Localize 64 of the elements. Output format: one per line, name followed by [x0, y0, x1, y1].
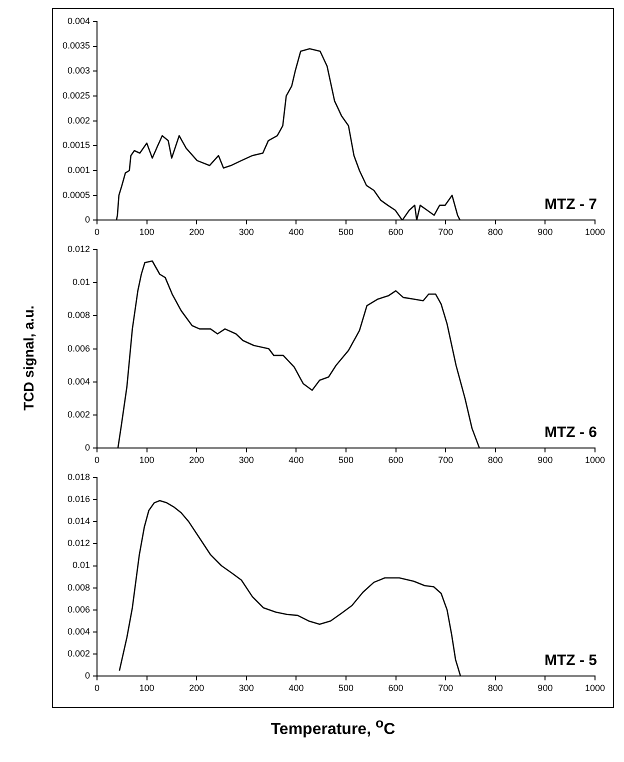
x-tick-label: 900 [538, 683, 553, 694]
x-tick-label: 200 [189, 455, 204, 466]
x-tick-label: 300 [238, 683, 254, 694]
y-tick-label: 0.002 [67, 648, 90, 659]
x-tick-label: 100 [139, 227, 154, 238]
x-tick-label: 1000 [584, 455, 606, 466]
y-tick-label: 0.01 [72, 560, 90, 570]
y-tick-label: 0.012 [67, 538, 90, 548]
y-tick-label: 0.01 [72, 277, 90, 288]
y-tick-label: 0.004 [67, 626, 90, 637]
y-tick-label: 0.004 [67, 376, 90, 386]
x-tick-label: 400 [288, 227, 304, 238]
y-tick-label: 0.006 [67, 343, 90, 354]
x-tick-label: 0 [94, 455, 100, 466]
x-tick-label: 200 [189, 227, 204, 238]
x-tick-label: 700 [438, 455, 454, 466]
y-tick-label: 0.016 [67, 494, 90, 504]
y-tick-label: 0.0005 [62, 190, 90, 200]
y-tick-label: 0 [84, 442, 90, 453]
x-tick-label: 0 [94, 227, 100, 238]
x-tick-label: 900 [538, 227, 553, 238]
x-tick-label: 300 [238, 455, 254, 466]
y-tick-label: 0.002 [67, 410, 90, 420]
x-tick-label: 700 [438, 227, 454, 238]
y-tick-label: 0 [84, 670, 90, 681]
x-tick-label: 900 [538, 455, 553, 466]
x-tick-label: 100 [139, 683, 154, 694]
x-tick-label: 0 [94, 683, 100, 694]
x-tick-label: 600 [388, 455, 404, 466]
x-tick-label: 800 [488, 683, 503, 694]
x-tick-label: 600 [388, 227, 404, 238]
y-tick-label: 0.0035 [62, 40, 90, 51]
x-tick-label: 500 [338, 683, 354, 694]
y-tick-label: 0.001 [67, 164, 90, 175]
x-tick-label: 700 [438, 683, 454, 694]
y-tick-label: 0.012 [67, 244, 90, 254]
y-tick-label: 0.003 [67, 66, 90, 76]
x-tick-label: 400 [288, 683, 304, 694]
y-tick-label: 0.002 [67, 115, 90, 126]
y-tick-label: 0.018 [67, 472, 90, 482]
y-tick-label: 0.008 [67, 310, 90, 320]
x-tick-label: 800 [488, 455, 503, 466]
text: MTZ - 5 [544, 652, 597, 669]
text: MTZ - 6 [544, 424, 597, 441]
y-tick-label: 0 [84, 214, 90, 225]
y-tick-label: 0.004 [67, 16, 90, 26]
y-tick-label: 0.0025 [62, 90, 90, 100]
x-tick-label: 100 [139, 455, 154, 466]
y-axis-title: TCD signal, a.u. [20, 305, 36, 411]
y-tick-label: 0.008 [67, 582, 90, 592]
x-tick-label: 400 [288, 455, 304, 466]
y-tick-label: 0.006 [67, 604, 90, 614]
text: MTZ - 7 [544, 196, 597, 213]
x-tick-label: 600 [388, 683, 404, 694]
x-tick-label: 200 [189, 683, 204, 694]
x-tick-label: 500 [338, 227, 354, 238]
x-tick-label: 500 [338, 455, 354, 466]
x-tick-label: 800 [488, 227, 503, 238]
x-tick-label: 1000 [584, 227, 606, 238]
y-tick-label: 0.0015 [62, 140, 90, 150]
x-tick-label: 300 [238, 227, 254, 238]
y-tick-label: 0.014 [67, 516, 90, 526]
x-axis-title: Temperature, $^{o}$C [270, 716, 396, 738]
x-tick-label: 1000 [584, 683, 606, 694]
